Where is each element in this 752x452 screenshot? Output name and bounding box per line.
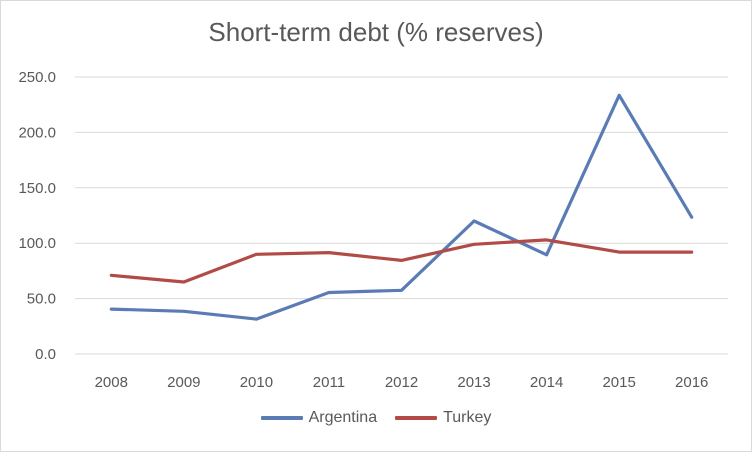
legend: Argentina Turkey (1, 409, 751, 427)
x-tick-label: 2014 (530, 374, 563, 391)
x-tick-label: 2011 (313, 374, 345, 391)
legend-label: Argentina (308, 409, 378, 426)
y-tick-label: 150.0 (18, 180, 56, 197)
y-tick-label: 100.0 (18, 235, 56, 252)
series-lines (109, 93, 694, 321)
gridlines (75, 76, 728, 355)
x-tick-label: 2012 (385, 374, 418, 391)
x-tick-label: 2013 (457, 374, 490, 391)
series-line-turkey (109, 238, 694, 284)
y-axis: 0.0 50.0 100.0 150.0 200.0 250.0 (18, 69, 56, 363)
chart-title: Short-term debt (% reserves) (208, 17, 544, 47)
legend-label: Turkey (443, 409, 492, 426)
x-axis: 2008 2009 2010 2011 2012 2013 2014 2015 2016 (95, 374, 709, 391)
legend-item-turkey: Turkey (395, 409, 491, 427)
x-tick-label: 2015 (602, 374, 635, 391)
series-line-argentina (109, 93, 694, 321)
legend-swatch (260, 416, 303, 420)
x-tick-label: 2016 (675, 374, 708, 391)
y-tick-label: 250.0 (18, 69, 56, 86)
legend-swatch (395, 416, 438, 420)
x-tick-label: 2008 (95, 374, 128, 391)
y-tick-label: 50.0 (27, 291, 56, 308)
y-tick-label: 200.0 (18, 124, 56, 141)
y-tick-label: 0.0 (35, 346, 56, 363)
legend-item-argentina: Argentina (260, 409, 378, 427)
plot-area: 0.0 50.0 100.0 150.0 200.0 250.0 2008 2009 2010… (18, 69, 728, 391)
x-tick-label: 2009 (167, 374, 200, 391)
x-tick-label: 2010 (240, 374, 273, 391)
